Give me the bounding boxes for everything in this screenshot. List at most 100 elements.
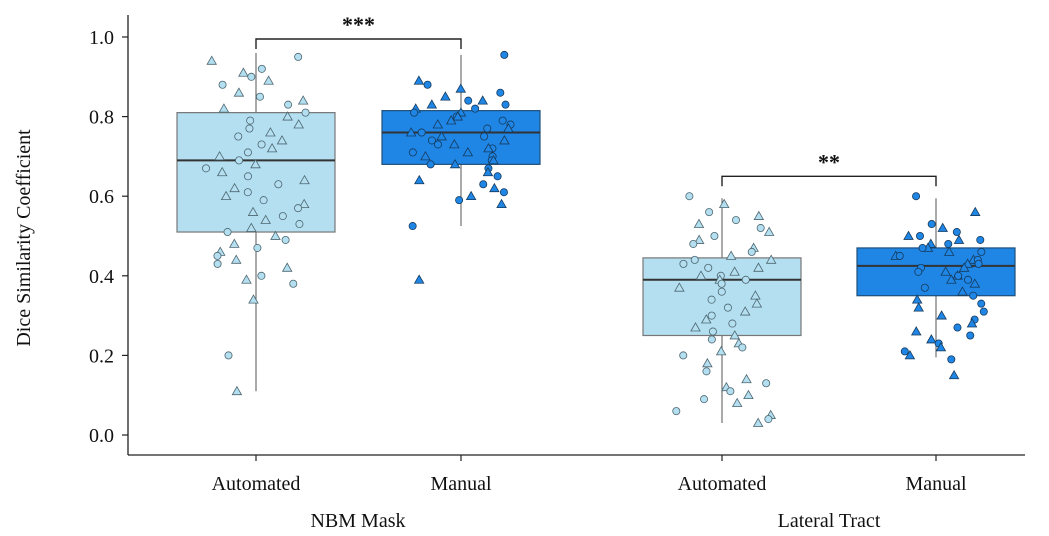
data-point — [265, 127, 276, 137]
data-point — [731, 216, 740, 225]
data-point — [499, 188, 508, 197]
data-point — [436, 131, 447, 141]
data-point — [725, 250, 737, 260]
data-point — [738, 343, 747, 352]
data-point — [426, 160, 435, 169]
data-point — [498, 116, 507, 125]
data-point — [705, 208, 714, 217]
data-point — [918, 243, 927, 252]
y-tick-label: 0.2 — [89, 345, 114, 367]
data-point — [702, 367, 711, 376]
data-point — [743, 389, 754, 400]
chart-plot-area: 0.0 0.2 0.4 0.6 0.8 1.0 Automated Manual Automat… — [89, 12, 1025, 532]
data-point — [693, 218, 705, 228]
data-point — [257, 64, 266, 73]
data-point — [433, 140, 442, 149]
data-point — [707, 311, 716, 320]
data-point — [496, 88, 505, 97]
data-point — [914, 267, 923, 276]
data-point — [717, 287, 726, 296]
data-point — [741, 275, 750, 284]
box-iqr — [856, 247, 1016, 297]
data-point — [717, 279, 726, 288]
data-point — [728, 319, 737, 328]
data-point — [465, 190, 477, 201]
data-point — [298, 198, 310, 209]
data-point — [710, 231, 719, 240]
data-point — [202, 164, 211, 173]
data-point — [445, 115, 457, 125]
data-point — [238, 67, 249, 77]
data-point — [974, 259, 983, 268]
data-point — [260, 214, 271, 224]
data-point — [904, 349, 916, 360]
data-point — [482, 166, 494, 177]
data-point — [289, 279, 298, 288]
data-point — [301, 108, 310, 117]
significance-label: *** — [342, 12, 375, 37]
data-point — [700, 395, 709, 404]
data-point — [246, 222, 257, 232]
data-point — [690, 255, 699, 264]
data-point — [910, 326, 922, 336]
data-point — [281, 235, 290, 244]
data-point — [969, 291, 978, 300]
data-point — [969, 206, 981, 216]
data-point — [913, 302, 924, 312]
data-point — [294, 52, 303, 61]
data-point — [977, 299, 986, 308]
data-point — [499, 135, 510, 145]
data-point — [247, 206, 259, 216]
data-point — [432, 119, 444, 129]
data-point — [224, 351, 233, 360]
data-point — [895, 251, 904, 260]
data-point — [276, 135, 288, 145]
significance-bracket — [721, 175, 937, 187]
data-point — [751, 298, 763, 308]
data-point — [417, 128, 426, 137]
data-point — [229, 238, 240, 248]
data-point — [223, 228, 232, 237]
data-point — [278, 212, 287, 221]
data-point — [501, 100, 510, 109]
data-point — [477, 95, 488, 105]
data-point — [954, 271, 963, 280]
data-point — [953, 234, 965, 244]
data-point — [413, 75, 425, 85]
data-point — [410, 108, 419, 117]
data-point — [690, 322, 701, 332]
data-point — [689, 239, 698, 248]
data-point — [218, 103, 230, 113]
data-point — [243, 188, 252, 197]
data-point — [449, 139, 460, 149]
data-point — [977, 247, 986, 256]
data-point — [229, 182, 240, 193]
data-point — [952, 228, 961, 237]
data-point — [944, 239, 953, 248]
data-point — [685, 192, 694, 201]
data-point — [729, 266, 740, 276]
data-point — [282, 111, 293, 121]
data-point — [266, 143, 278, 153]
data-point — [953, 323, 962, 332]
data-point — [413, 274, 425, 284]
data-point — [966, 331, 975, 340]
data-point — [679, 351, 688, 360]
y-tick-label: 0.8 — [89, 107, 114, 129]
data-point — [408, 222, 417, 231]
data-point — [427, 136, 436, 145]
data-point — [700, 314, 712, 324]
data-point — [483, 124, 492, 133]
y-tick-label: 0.4 — [89, 266, 114, 288]
x-group-label: Lateral Tract — [778, 510, 881, 532]
data-point — [295, 220, 304, 229]
data-point — [216, 166, 228, 177]
data-point — [753, 262, 764, 272]
x-category-label: Automated — [212, 473, 301, 495]
data-point — [723, 303, 732, 312]
data-point — [900, 347, 909, 356]
data-point — [464, 96, 473, 105]
data-point — [940, 266, 951, 276]
data-point — [756, 224, 765, 233]
